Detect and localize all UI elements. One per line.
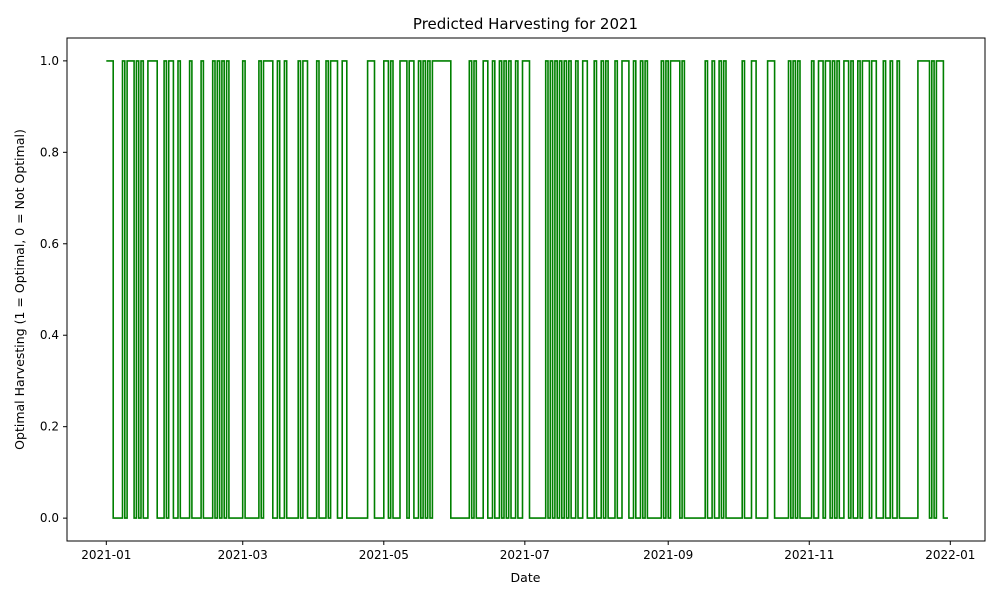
x-tick-label: 2021-03	[218, 548, 268, 562]
axes-frame	[66, 37, 986, 542]
y-tick-label: 0.8	[40, 145, 59, 159]
y-tick-label: 0.0	[40, 511, 59, 525]
y-axis: 0.0 0.2 0.4 0.6 0.8 1.0	[40, 54, 67, 525]
x-tick-label: 2021-05	[359, 548, 409, 562]
y-tick-label: 0.6	[40, 237, 59, 251]
x-tick-label: 2021-07	[500, 548, 550, 562]
series-line	[106, 60, 948, 519]
y-tick-label: 0.4	[40, 328, 59, 342]
x-axis: 2021-01 2021-03 2021-05 2021-07 2021-09 2021-…	[81, 541, 975, 562]
plot-area	[106, 60, 948, 519]
x-axis-label: Date	[511, 570, 541, 585]
x-tick-label: 2021-01	[81, 548, 131, 562]
y-axis-label: Optimal Harvesting (1 = Optimal, 0 = Not…	[12, 129, 27, 450]
y-tick-label: 0.2	[40, 420, 59, 434]
y-tick-label: 1.0	[40, 54, 59, 68]
x-tick-label: 2021-09	[643, 548, 693, 562]
x-tick-label: 2021-11	[784, 548, 834, 562]
x-tick-label: 2022-01	[925, 548, 975, 562]
chart-title: Predicted Harvesting for 2021	[413, 15, 638, 33]
